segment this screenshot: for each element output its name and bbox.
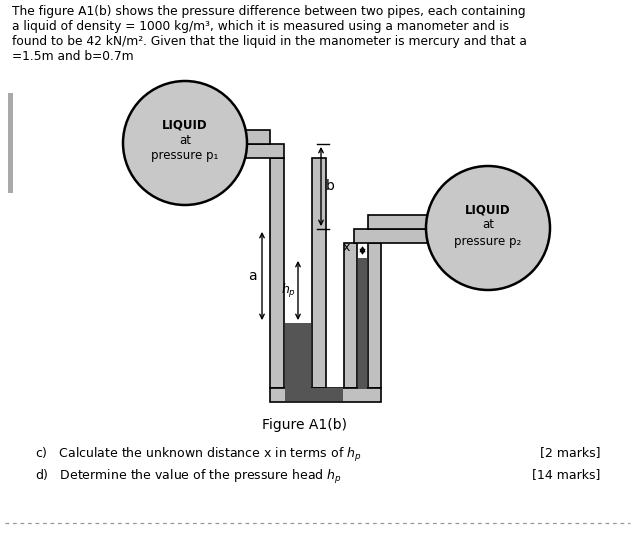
Text: $h_p$: $h_p$ [281,281,296,300]
Circle shape [426,166,550,290]
Bar [368,243,381,388]
Text: x: x [343,241,351,254]
Bar [270,388,381,402]
Text: at: at [179,134,191,147]
Bar [368,215,430,229]
Bar [215,130,270,144]
Bar [354,229,430,243]
Text: The figure A1(b) shows the pressure difference between two pipes, each containin: The figure A1(b) shows the pressure diff… [12,5,527,63]
Text: LIQUID: LIQUID [465,204,511,217]
Text: Figure A1(b): Figure A1(b) [262,418,347,432]
Bar [285,323,311,389]
Bar [358,258,367,389]
Bar [8,93,13,193]
Text: pressure p₂: pressure p₂ [455,235,522,248]
Bar [312,158,326,388]
Bar [285,388,343,401]
Text: [14 marks]: [14 marks] [532,468,600,481]
Text: c)   Calculate the unknown distance x in terms of $h_p$: c) Calculate the unknown distance x in t… [35,446,361,464]
Text: b: b [326,180,335,193]
Bar [270,158,284,388]
Text: a: a [249,269,257,283]
Circle shape [123,81,247,205]
Bar [215,144,284,158]
Text: [2 marks]: [2 marks] [540,446,600,459]
Text: pressure p₁: pressure p₁ [152,149,219,162]
Text: LIQUID: LIQUID [162,118,208,131]
Text: at: at [482,218,494,231]
Bar [344,243,357,388]
Text: d)   Determine the value of the pressure head $h_p$: d) Determine the value of the pressure h… [35,468,342,486]
